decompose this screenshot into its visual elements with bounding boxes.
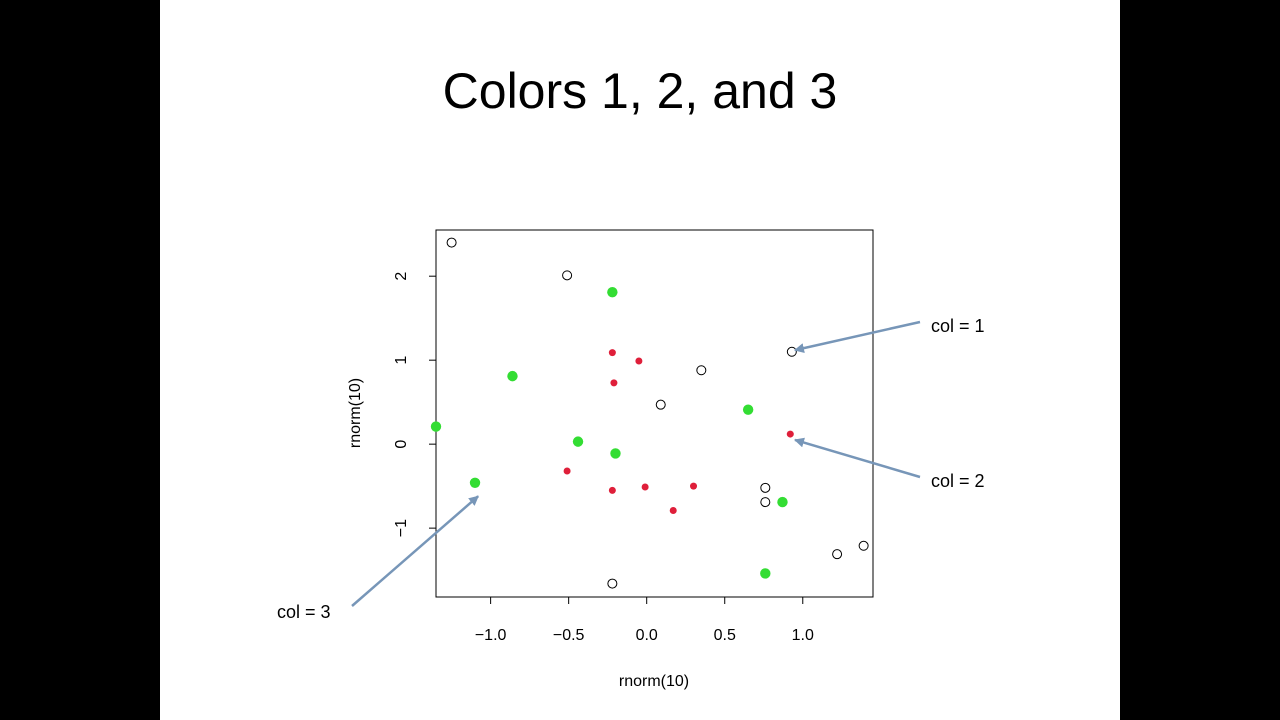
y-tick-label: 2 xyxy=(393,272,410,281)
slide: Colors 1, 2, and 3 −1.0 −0.5 0.0 0.5 1.0 −1 0… xyxy=(160,0,1120,720)
point-col-3 xyxy=(610,448,621,459)
point-col-2 xyxy=(690,482,698,490)
point-col-1 xyxy=(607,578,618,589)
y-tick-label: −1 xyxy=(393,519,410,537)
point-col-2 xyxy=(786,430,794,438)
x-tick-label: −0.5 xyxy=(553,627,585,644)
point-col-3 xyxy=(742,404,754,415)
annotation-label: col = 3 xyxy=(277,602,331,622)
point-col-3 xyxy=(572,436,584,447)
slide-title: Colors 1, 2, and 3 xyxy=(442,63,838,119)
point-col-3 xyxy=(507,370,518,382)
point-col-1 xyxy=(655,399,666,410)
annotation-label: col = 1 xyxy=(931,316,985,336)
point-col-2 xyxy=(641,483,649,491)
point-col-2 xyxy=(635,357,643,365)
data-points xyxy=(430,237,869,589)
point-col-1 xyxy=(760,497,771,508)
x-tick-label: 1.0 xyxy=(792,627,814,644)
y-tick-label: 0 xyxy=(393,440,410,449)
point-col-2 xyxy=(610,379,618,387)
point-col-1 xyxy=(562,270,573,281)
x-tick-label: 0.5 xyxy=(714,627,736,644)
y-axis: −1 0 1 2 xyxy=(393,272,436,537)
y-axis-label: rnorm(10) xyxy=(347,378,364,448)
point-col-2 xyxy=(608,486,616,494)
scatter-plot: −1.0 −0.5 0.0 0.5 1.0 −1 0 1 2 rnorm(10) rnorm(… xyxy=(277,229,985,690)
x-tick-label: 0.0 xyxy=(636,627,658,644)
point-col-3 xyxy=(777,496,788,508)
point-col-1 xyxy=(786,346,797,357)
point-col-2 xyxy=(608,349,616,357)
plot-frame xyxy=(435,229,874,598)
annotations: col = 1 col = 2 col = 3 xyxy=(277,316,985,622)
point-col-2 xyxy=(563,467,571,475)
point-col-1 xyxy=(832,549,843,560)
point-col-3 xyxy=(469,477,481,488)
point-col-1 xyxy=(446,237,457,248)
point-col-3 xyxy=(760,568,771,579)
point-col-1 xyxy=(696,365,707,376)
annotation-label: col = 2 xyxy=(931,471,985,491)
annotation-arrow xyxy=(794,437,921,479)
x-tick-label: −1.0 xyxy=(475,627,507,644)
x-axis: −1.0 −0.5 0.0 0.5 1.0 xyxy=(475,597,814,644)
point-col-3 xyxy=(607,286,618,298)
point-col-2 xyxy=(669,506,677,514)
annotation-arrow xyxy=(351,495,479,607)
y-tick-label: 1 xyxy=(393,356,410,365)
x-axis-label: rnorm(10) xyxy=(619,673,689,690)
point-col-1 xyxy=(858,540,869,551)
point-col-3 xyxy=(430,421,442,432)
annotation-arrow xyxy=(793,320,921,353)
point-col-1 xyxy=(760,482,771,493)
